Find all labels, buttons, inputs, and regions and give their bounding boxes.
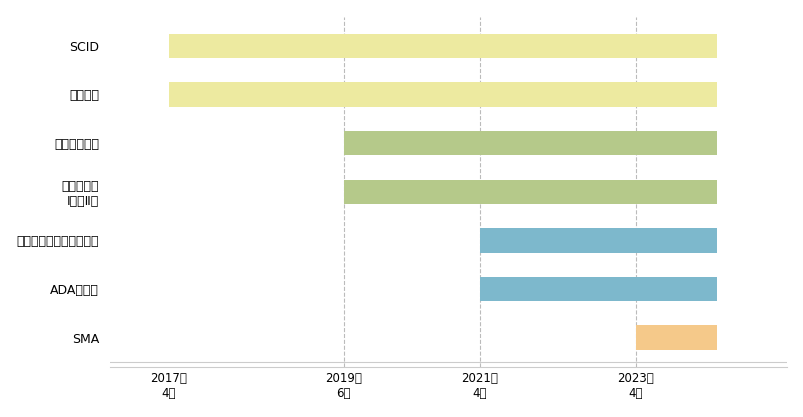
Bar	[344, 131, 716, 155]
Bar	[344, 180, 716, 204]
Bar	[479, 228, 716, 253]
Bar	[479, 277, 716, 301]
Bar	[169, 34, 716, 58]
Bar	[169, 82, 716, 107]
Bar	[635, 325, 716, 350]
